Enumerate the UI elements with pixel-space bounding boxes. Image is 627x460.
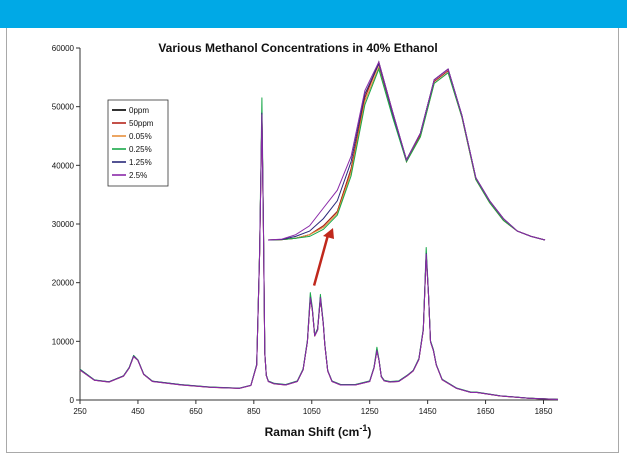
x-tick-label: 1050 — [303, 407, 321, 416]
inset-zoom — [267, 60, 546, 286]
plot-area — [79, 97, 559, 400]
x-tick-label: 450 — [131, 407, 145, 416]
zoom-arrow-head — [323, 228, 334, 239]
inset-series-line — [267, 65, 546, 241]
x-tick-label: 1850 — [535, 407, 553, 416]
inset-series-line — [267, 62, 546, 241]
header-bar — [0, 0, 627, 28]
x-tick-label: 1250 — [361, 407, 379, 416]
legend-label: 1.25% — [129, 158, 152, 167]
y-tick-label: 30000 — [52, 220, 75, 229]
inset-series-line — [267, 67, 546, 241]
axes: 250 450 650 850 1050 1250 1450 1650 1850 0 10000 20… — [52, 44, 558, 416]
legend-label: 0.25% — [129, 145, 152, 154]
x-tick-label: 650 — [189, 407, 203, 416]
inset-series-line — [267, 60, 546, 241]
y-tick-label: 60000 — [52, 44, 75, 53]
x-axis-label: Raman Shift (cm-1) — [265, 423, 372, 439]
y-tick-label: 10000 — [52, 337, 75, 346]
series-line — [79, 114, 559, 400]
y-tick-label: 40000 — [52, 161, 75, 170]
legend-box — [107, 99, 169, 187]
legend-label: 0ppm — [129, 106, 149, 115]
legend: 0ppm 50ppm 0.05% 0.25% 1.25% 2.5% — [107, 99, 169, 187]
x-tick-label: 250 — [73, 407, 87, 416]
y-tick-label: 0 — [70, 396, 75, 405]
y-tick-label: 50000 — [52, 103, 75, 112]
inset-series-line — [267, 62, 546, 241]
x-tick-label: 1650 — [477, 407, 495, 416]
y-tick-label: 20000 — [52, 279, 75, 288]
legend-label: 0.05% — [129, 132, 152, 141]
legend-label: 50ppm — [129, 119, 154, 128]
chart-title: Various Methanol Concentrations in 40% E… — [158, 41, 437, 55]
inset-series-line — [267, 60, 546, 241]
legend-label: 2.5% — [129, 171, 147, 180]
x-tick-label: 1450 — [419, 407, 437, 416]
zoom-arrow — [312, 234, 330, 286]
x-tick-label: 850 — [247, 407, 261, 416]
